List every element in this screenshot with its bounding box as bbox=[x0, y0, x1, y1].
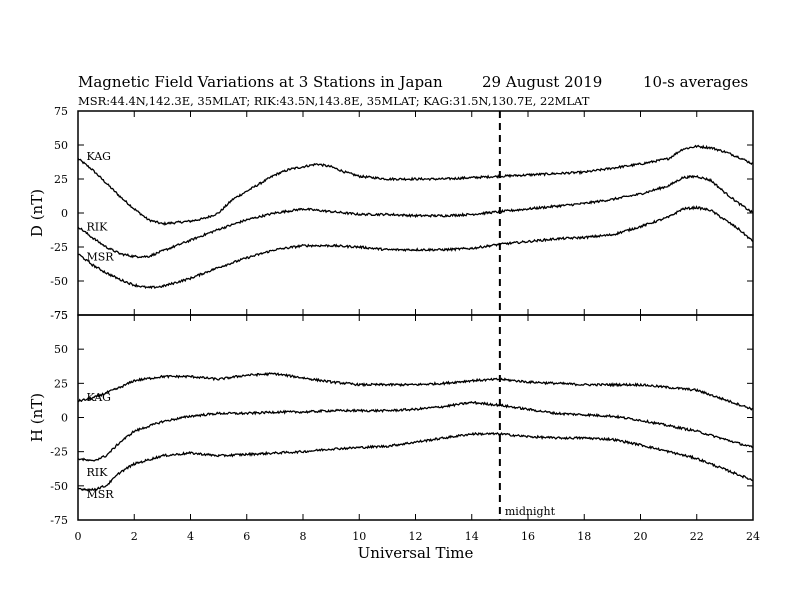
series-line-kag bbox=[77, 144, 754, 226]
y-tick-label: -25 bbox=[50, 446, 68, 459]
series-label-rik: RIK bbox=[86, 466, 108, 479]
series-line-kag bbox=[77, 371, 754, 411]
y-axis-label: H (nT) bbox=[28, 393, 46, 442]
panel-frame bbox=[77, 110, 754, 316]
x-axis-label: Universal Time bbox=[358, 544, 474, 562]
x-tick-label: 8 bbox=[300, 530, 307, 543]
x-tick-label: 18 bbox=[577, 530, 591, 543]
figure-averaging: 10-s averages bbox=[643, 73, 748, 91]
series-label-msr: MSR bbox=[86, 251, 114, 264]
x-tick-label: 16 bbox=[521, 530, 535, 543]
y-tick-label: -25 bbox=[50, 241, 68, 254]
y-tick-label: -50 bbox=[50, 275, 68, 288]
y-tick-label: 75 bbox=[54, 309, 68, 322]
y-axis-label: D (nT) bbox=[28, 189, 46, 237]
series-label-kag: KAG bbox=[86, 150, 111, 163]
x-tick-label: 0 bbox=[75, 530, 82, 543]
series-line-rik bbox=[77, 174, 754, 259]
y-tick-label: 25 bbox=[54, 377, 68, 390]
y-tick-label: 25 bbox=[54, 173, 68, 186]
series-line-rik bbox=[77, 400, 754, 462]
x-tick-label: 24 bbox=[746, 530, 760, 543]
figure-date: 29 August 2019 bbox=[482, 73, 602, 91]
series-line-msr bbox=[77, 431, 754, 492]
x-tick-label: 2 bbox=[131, 530, 138, 543]
y-tick-label: 50 bbox=[54, 343, 68, 356]
x-tick-label: 12 bbox=[409, 530, 423, 543]
y-tick-label: 0 bbox=[61, 207, 68, 220]
figure-title: Magnetic Field Variations at 3 Stations … bbox=[78, 73, 443, 91]
panel-declination: -75 -50 -25 0 25 50 75 D (nT) KAG RIK MSR bbox=[28, 105, 754, 322]
y-tick-label: 75 bbox=[54, 105, 68, 118]
y-tick-label: 0 bbox=[61, 412, 68, 425]
x-tick-label: 20 bbox=[634, 530, 648, 543]
series-label-msr: MSR bbox=[86, 488, 114, 501]
series-label-rik: RIK bbox=[86, 221, 108, 234]
series-line-msr bbox=[77, 205, 754, 290]
midnight-label: midnight bbox=[505, 505, 556, 518]
y-tick-label: -75 bbox=[50, 309, 68, 322]
series-label-kag: KAG bbox=[86, 391, 111, 404]
x-tick-label: 6 bbox=[243, 530, 250, 543]
y-tick-label: 50 bbox=[54, 139, 68, 152]
x-tick-label: 4 bbox=[187, 530, 194, 543]
x-tick-label: 14 bbox=[465, 530, 479, 543]
station-coordinates: MSR:44.4N,142.3E, 35MLAT; RIK:43.5N,143.… bbox=[78, 94, 590, 108]
x-tick-label: 22 bbox=[690, 530, 704, 543]
y-tick-label: -75 bbox=[50, 514, 68, 527]
x-tick-label: 10 bbox=[352, 530, 366, 543]
y-tick-label: -50 bbox=[50, 480, 68, 493]
